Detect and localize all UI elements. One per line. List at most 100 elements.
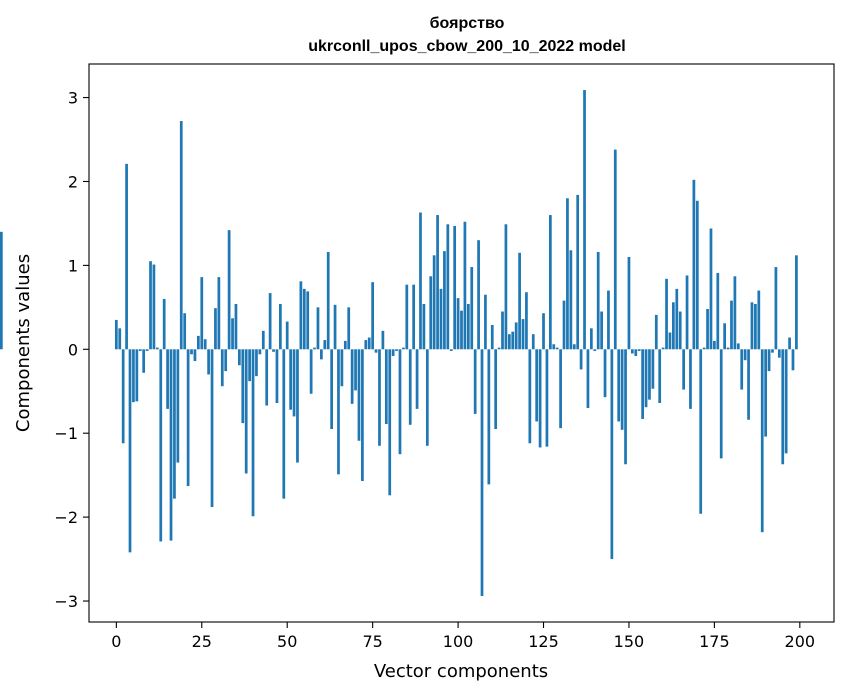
bar-165 — [678, 311, 682, 350]
bar-42 — [258, 349, 262, 355]
y-tick-label: 2 — [68, 172, 78, 191]
bar-181 — [733, 276, 737, 350]
bar-111 — [494, 349, 498, 429]
bar-3 — [125, 163, 128, 350]
bar-198 — [791, 349, 795, 371]
bar-199 — [795, 255, 798, 350]
bar-21 — [186, 349, 190, 487]
x-tick-label: 125 — [528, 632, 559, 651]
bar-67 — [343, 340, 347, 350]
bar-118 — [518, 252, 521, 350]
bar-77 — [378, 349, 381, 446]
bar-178 — [723, 323, 727, 350]
bar-146 — [613, 149, 617, 350]
bar-23 — [193, 349, 197, 362]
bar-46 — [272, 349, 275, 352]
bar-89 — [419, 212, 422, 350]
bar-190 — [764, 349, 768, 437]
bar-94 — [436, 215, 439, 350]
bar-164 — [675, 288, 679, 350]
bar-167 — [685, 275, 689, 350]
bar-152 — [634, 349, 638, 356]
bar-88 — [415, 349, 419, 409]
bar-87 — [412, 284, 416, 350]
bar-36 — [238, 349, 241, 366]
bar-84 — [402, 347, 405, 350]
bar-137 — [583, 90, 586, 350]
bar-139 — [590, 328, 593, 350]
bar-170 — [695, 200, 699, 350]
bar-104 — [470, 267, 474, 350]
bar-101 — [460, 310, 463, 350]
bar-72 — [361, 349, 364, 482]
bar-22 — [190, 349, 193, 355]
bar-132 — [566, 198, 569, 350]
bar-133 — [569, 250, 573, 350]
bar-28 — [210, 349, 214, 508]
bar-9 — [145, 349, 149, 351]
y-tick-label: 3 — [68, 89, 78, 108]
bar-180 — [730, 300, 733, 350]
bar-138 — [586, 349, 590, 409]
bar-179 — [726, 347, 730, 350]
bar-149 — [624, 349, 627, 465]
bar-85 — [405, 284, 409, 350]
y-tick-label: 1 — [68, 256, 78, 275]
bar-65 — [337, 349, 340, 475]
bar-38 — [244, 349, 248, 474]
bar-78 — [381, 330, 385, 350]
y-tick-label: 0 — [68, 340, 78, 359]
bar-123 — [535, 349, 539, 422]
bar-15 — [166, 349, 169, 409]
bar-154 — [641, 349, 644, 419]
x-tick-label: 75 — [362, 632, 382, 651]
bar-29 — [214, 308, 217, 350]
bar-106 — [477, 240, 480, 350]
x-tick-label: 150 — [614, 632, 645, 651]
bar-16 — [169, 349, 173, 541]
bar-174 — [709, 228, 713, 350]
bar-35 — [234, 303, 238, 350]
bar-120 — [525, 292, 528, 350]
x-tick-label: 50 — [277, 632, 297, 651]
bar-188 — [757, 290, 761, 350]
bar-93 — [432, 255, 436, 350]
bar-171 — [699, 349, 703, 514]
bar-125 — [542, 313, 545, 350]
bar-175 — [713, 340, 716, 350]
bar-99 — [453, 225, 457, 350]
bar-17 — [173, 349, 176, 499]
bar-76 — [374, 349, 378, 353]
bar-107 — [480, 349, 484, 596]
bar-105 — [473, 349, 477, 414]
bar-128 — [552, 344, 556, 350]
bar-131 — [562, 300, 566, 350]
chart-title-line2: ukrconll_upos_cbow_200_10_2022 model — [308, 38, 625, 55]
bar-20 — [183, 313, 187, 350]
bar-14 — [162, 298, 166, 350]
bar-8 — [142, 349, 146, 373]
bar-27 — [207, 349, 210, 375]
bar-186 — [750, 302, 754, 350]
bar-1 — [118, 328, 122, 350]
bar-176 — [716, 272, 720, 350]
bar-73 — [364, 340, 368, 350]
bar-82 — [395, 349, 398, 351]
bar-112 — [497, 347, 501, 350]
bar-117 — [514, 322, 518, 350]
bar-44 — [265, 349, 269, 406]
bar-102 — [463, 221, 467, 350]
bar-40 — [251, 349, 255, 517]
bar-12 — [155, 347, 159, 350]
bar-59 — [316, 307, 320, 350]
bar-43 — [261, 330, 265, 350]
bar-172 — [702, 347, 706, 350]
y-tick-label: −3 — [54, 592, 78, 611]
bar-50 — [285, 321, 289, 350]
bar-71 — [357, 349, 361, 441]
bar-145 — [610, 349, 614, 560]
chart-title-line1: боярство — [430, 15, 505, 32]
bar-5 — [132, 349, 135, 403]
bar-45 — [268, 293, 272, 350]
bar-150 — [627, 256, 631, 350]
